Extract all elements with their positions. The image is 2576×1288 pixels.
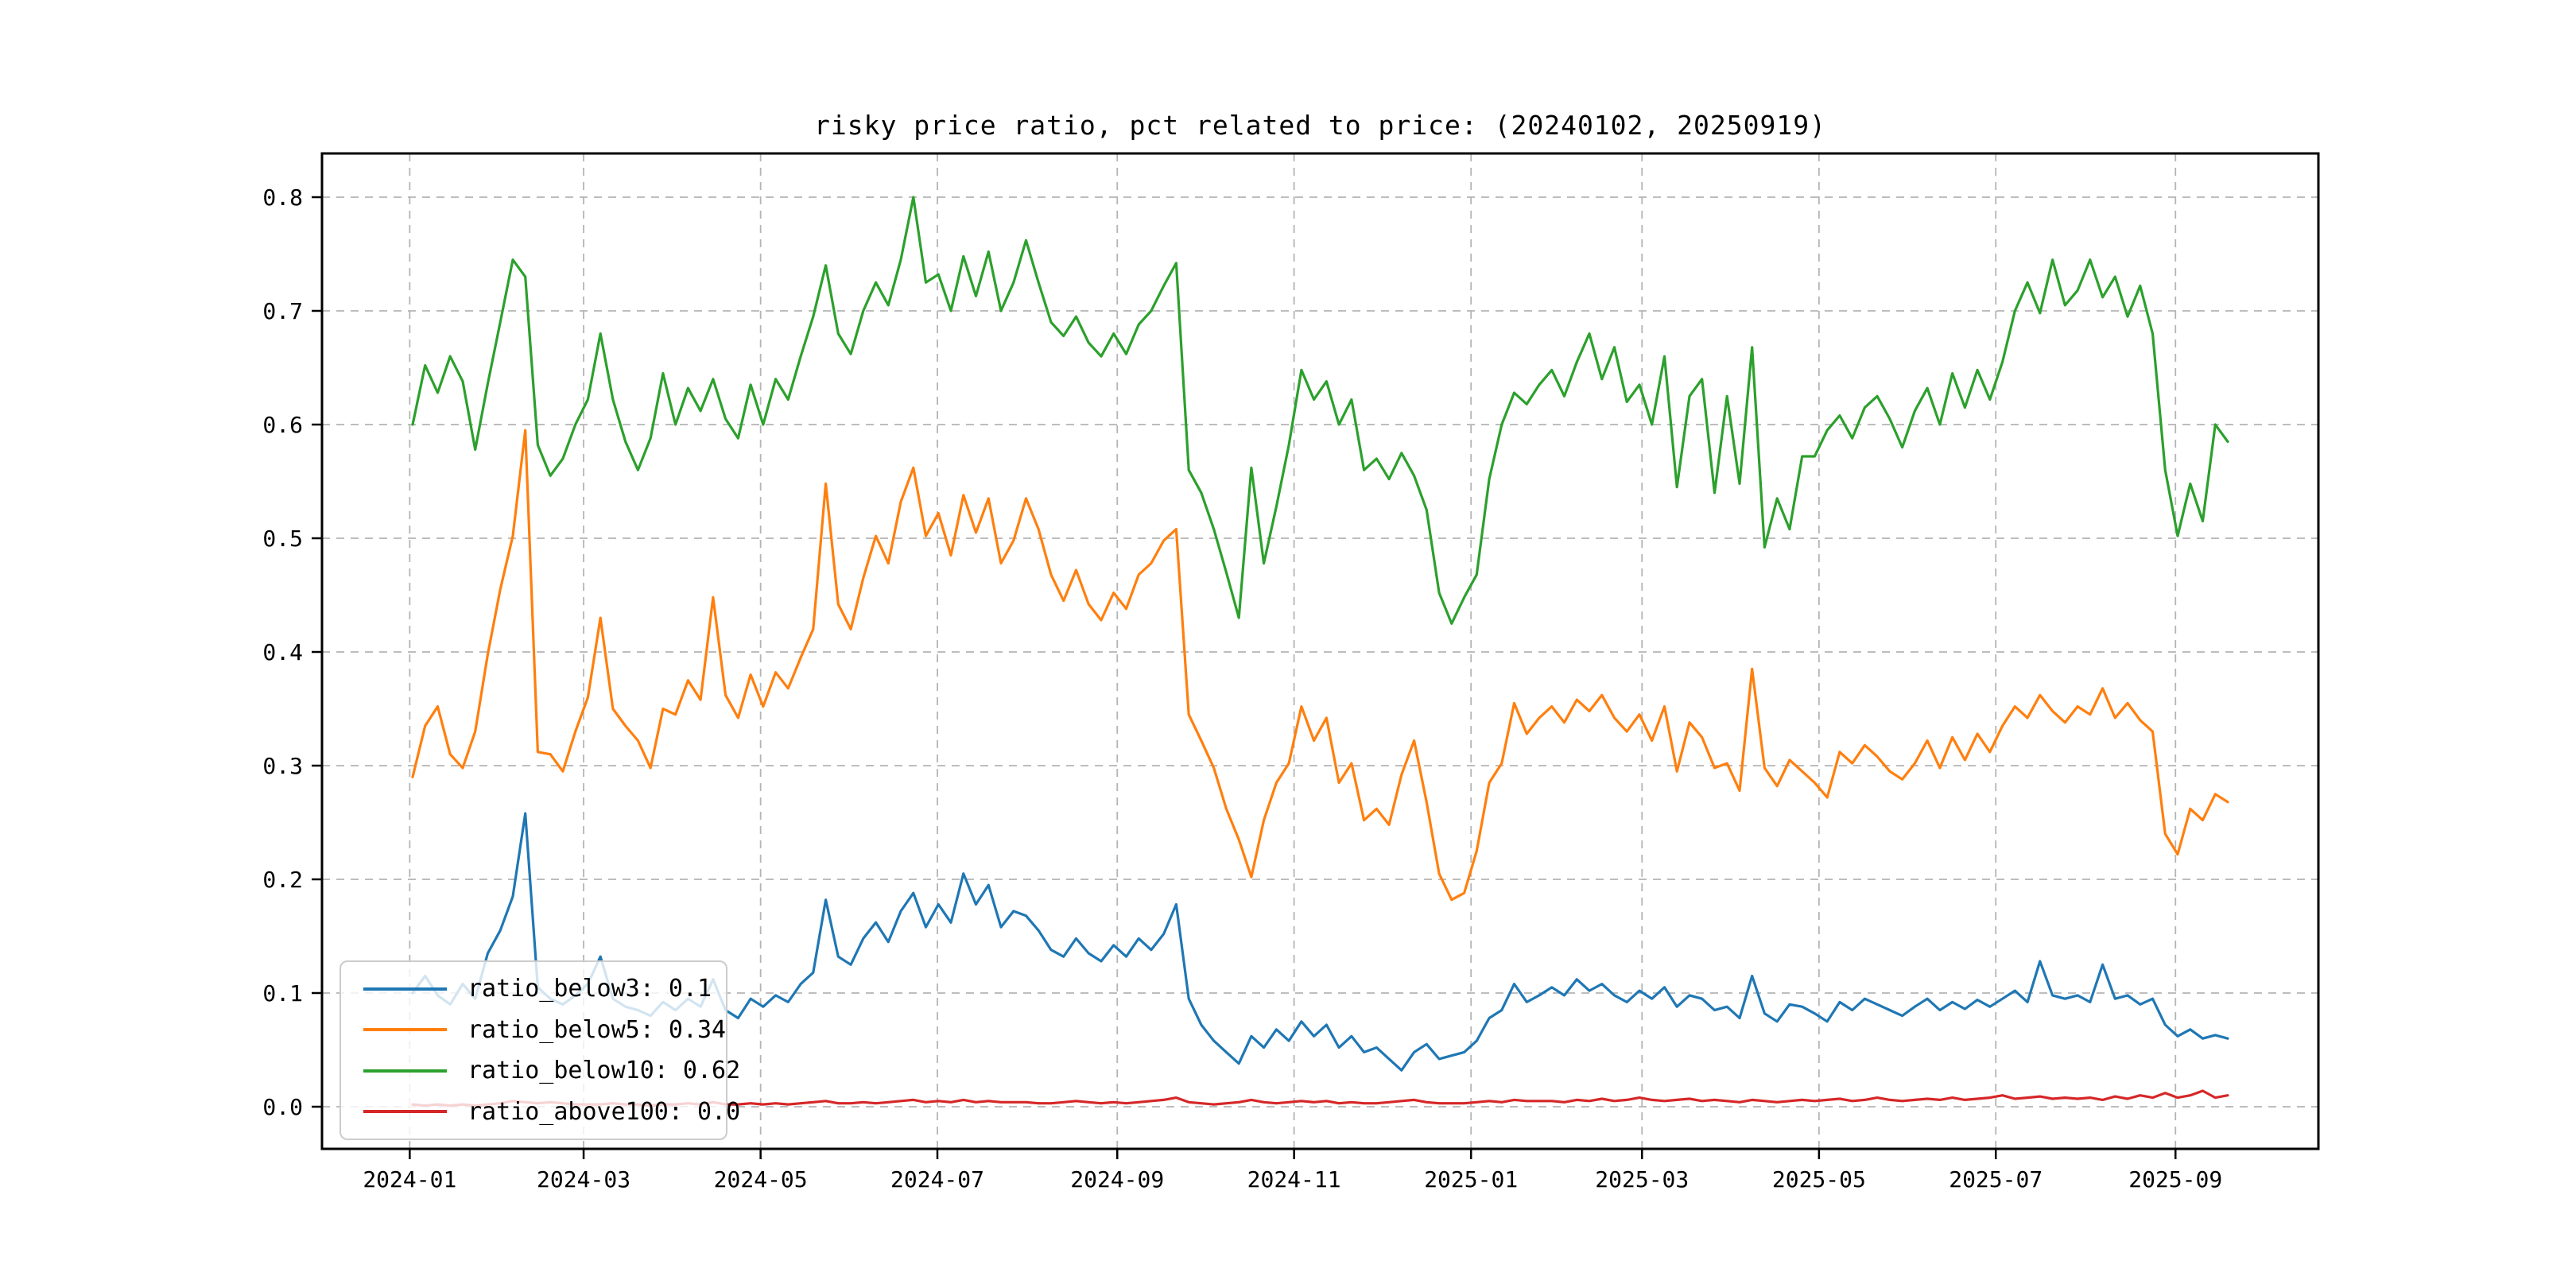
series-line-ratio_below5 — [411, 429, 2229, 902]
legend: ratio_below3: 0.1 ratio_below5: 0.34 rat… — [339, 960, 740, 1140]
legend-line-swatch — [363, 1028, 447, 1032]
y-tick-label: 0.8 — [262, 184, 303, 211]
y-tick-label: 0.7 — [262, 298, 303, 324]
legend-item-label: ratio_below10: 0.62 — [467, 1057, 741, 1085]
x-tick-label: 2025-03 — [1595, 1166, 1689, 1193]
legend-line-swatch — [363, 1069, 447, 1073]
legend-line-swatch — [363, 1110, 447, 1114]
legend-line-swatch — [363, 987, 447, 991]
x-tick-label: 2024-11 — [1247, 1166, 1341, 1193]
tick-labels: 0.0 0.1 0.2 0.3 0.4 0.5 0.6 0.7 0.8 2024-01 2024-0… — [262, 184, 2222, 1193]
y-tick-label: 0.4 — [262, 639, 303, 665]
x-tick-label: 2024-07 — [890, 1166, 984, 1193]
x-tick-label: 2024-09 — [1070, 1166, 1164, 1193]
x-tick-label: 2024-03 — [537, 1166, 630, 1193]
x-tick-label: 2025-09 — [2128, 1166, 2222, 1193]
legend-item-label: ratio_above100: 0.0 — [467, 1097, 741, 1126]
x-tick-label: 2025-01 — [1424, 1166, 1518, 1193]
y-tick-label: 0.3 — [262, 753, 303, 779]
y-tick-label: 0.6 — [262, 412, 303, 438]
x-tick-label: 2024-05 — [714, 1166, 808, 1193]
legend-item: ratio_below3: 0.1 — [341, 975, 726, 1003]
legend-item: ratio_below5: 0.34 — [341, 1016, 726, 1044]
legend-item: ratio_below10: 0.62 — [341, 1057, 740, 1084]
x-tick-label: 2024-01 — [363, 1166, 456, 1193]
y-tick-label: 0.5 — [262, 526, 303, 552]
chart-title: risky price ratio, pct related to price:… — [814, 110, 1826, 141]
legend-item-label: ratio_below3: 0.1 — [467, 975, 712, 1003]
x-tick-label: 2025-07 — [1949, 1166, 2043, 1193]
x-tick-label: 2025-05 — [1772, 1166, 1866, 1193]
y-tick-label: 0.2 — [262, 867, 303, 893]
legend-item: ratio_above100: 0.0 — [341, 1098, 740, 1126]
tick-marks — [312, 196, 2177, 1159]
y-tick-label: 0.0 — [262, 1094, 303, 1120]
series-line-ratio_below10 — [411, 196, 2229, 625]
legend-item-label: ratio_below5: 0.34 — [467, 1015, 727, 1044]
y-tick-label: 0.1 — [262, 980, 303, 1007]
